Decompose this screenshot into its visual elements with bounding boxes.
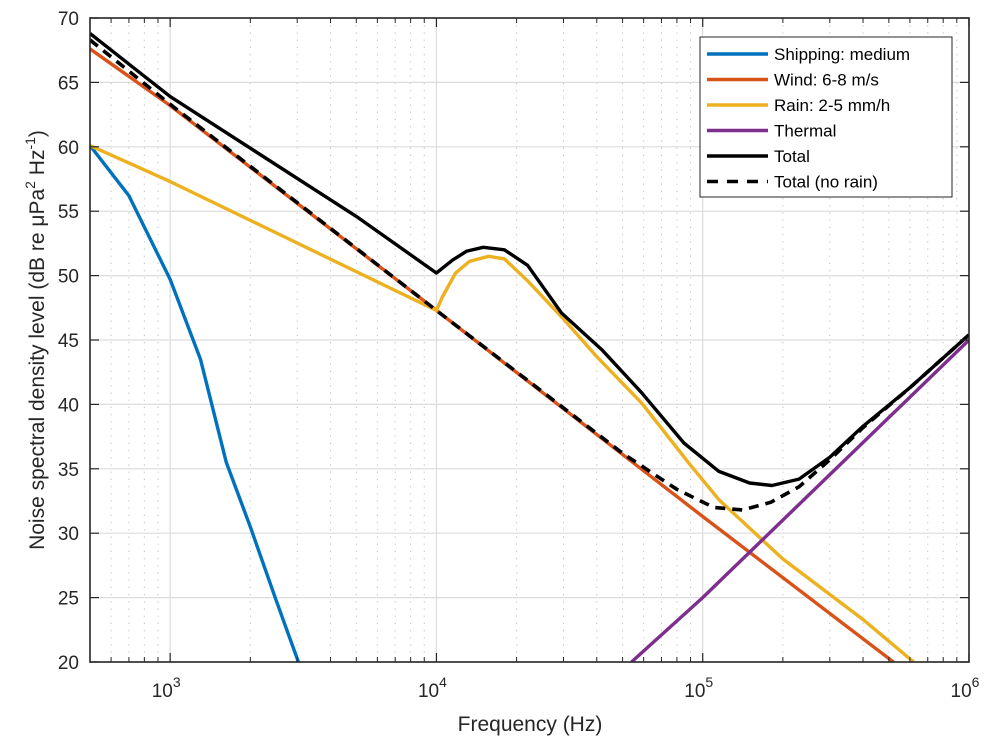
- legend-label-shipping-medium: Shipping: medium: [774, 45, 910, 64]
- y-axis-label: Noise spectral density level (dB re μPa2…: [22, 130, 49, 550]
- y-tick-label: 45: [58, 331, 79, 352]
- y-tick-label: 55: [58, 202, 79, 223]
- y-tick-label: 70: [58, 9, 79, 30]
- legend: Shipping: medium Wind: 6-8 m/s Rain: 2-5 m…: [699, 36, 953, 198]
- y-label-sup2: -1: [22, 137, 38, 150]
- x-tick-label: 106: [951, 674, 980, 702]
- y-tick-label: 40: [58, 395, 79, 416]
- series-line-total: [90, 32, 969, 488]
- x-tick-labels: 103 104 105 106: [152, 674, 980, 702]
- y-tick-label: 20: [58, 653, 79, 674]
- y-tick-label: 50: [58, 267, 79, 288]
- y-label-end: ): [26, 130, 49, 137]
- legend-box: [699, 36, 953, 198]
- series-lines: [90, 32, 969, 662]
- legend-label-wind-6-8-m-s: Wind: 6-8 m/s: [774, 71, 879, 90]
- y-label-main: Noise spectral density level (dB re μPa: [26, 189, 49, 550]
- x-axis-label: Frequency (Hz): [458, 713, 603, 736]
- x-tick-label: 103: [152, 674, 181, 702]
- axis-ticks: [89, 17, 970, 663]
- x-tick-label: 104: [418, 674, 447, 702]
- legend-label-rain-2-5-mm-h: Rain: 2-5 mm/h: [774, 96, 890, 115]
- series-line-rain-2-5-mm-h: [90, 143, 915, 662]
- legend-label-total-no-rain: Total (no rain): [774, 173, 878, 192]
- y-tick-label: 65: [58, 73, 79, 94]
- y-tick-label: 25: [58, 589, 79, 610]
- series-line-total-no-rain: [90, 38, 969, 512]
- y-label-sup1: 2: [22, 181, 38, 189]
- series-line-shipping-medium: [90, 144, 300, 662]
- x-tick-label: 105: [684, 674, 713, 702]
- legend-label-total: Total: [774, 147, 810, 166]
- y-tick-label: 35: [58, 460, 79, 481]
- legend-label-thermal: Thermal: [774, 122, 836, 141]
- y-tick-labels: 20 25 30 35 40 45 50 55 60 65 70: [58, 9, 79, 674]
- series-line-thermal: [630, 338, 969, 662]
- y-tick-label: 60: [58, 138, 79, 159]
- y-label-mid: Hz: [26, 150, 49, 182]
- y-tick-label: 30: [58, 524, 79, 545]
